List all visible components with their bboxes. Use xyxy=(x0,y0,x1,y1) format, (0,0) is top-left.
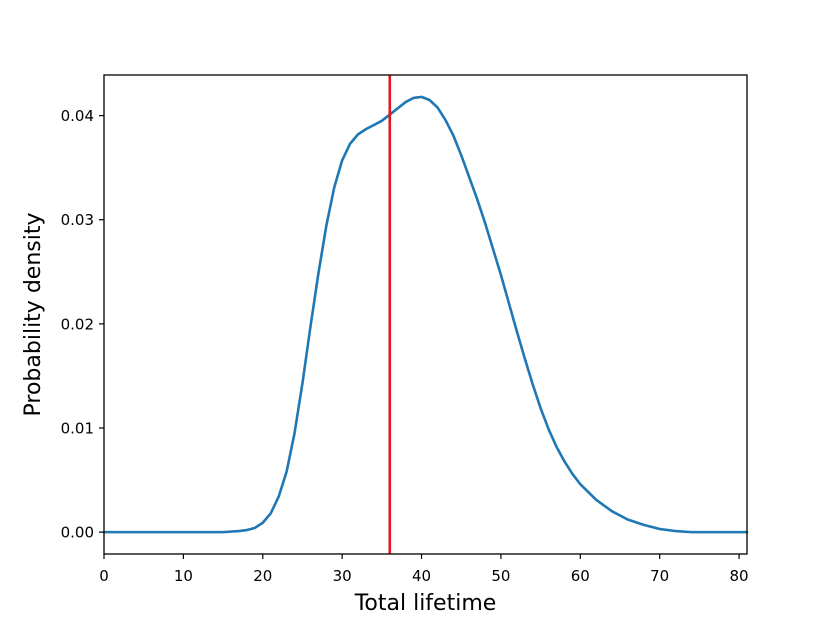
x-tick-label: 0 xyxy=(99,567,109,585)
plot-area xyxy=(102,75,749,554)
y-tick-label: 0.01 xyxy=(61,420,94,438)
x-axis-label: Total lifetime xyxy=(354,591,497,616)
x-tick-label: 20 xyxy=(253,567,272,585)
x-tick-label: 10 xyxy=(174,567,193,585)
x-tick-label: 30 xyxy=(333,567,352,585)
y-axis-label: Probability density xyxy=(21,213,46,417)
y-tick-label: 0.04 xyxy=(61,107,94,125)
x-axis: 0 10 20 30 40 50 60 70 80 xyxy=(99,554,749,585)
axes-frame xyxy=(103,74,748,555)
y-tick-label: 0.00 xyxy=(61,524,94,542)
series-line-0 xyxy=(102,95,749,534)
x-tick-label: 40 xyxy=(412,567,431,585)
x-tick-label: 70 xyxy=(650,567,669,585)
series-layer xyxy=(102,95,749,534)
y-tick-label: 0.02 xyxy=(61,315,94,333)
y-tick-label: 0.03 xyxy=(61,211,94,229)
y-axis: 0.00 0.01 0.02 0.03 0.04 xyxy=(61,107,104,542)
x-tick-label: 50 xyxy=(491,567,510,585)
x-tick-label: 60 xyxy=(571,567,590,585)
x-tick-label: 80 xyxy=(730,567,749,585)
